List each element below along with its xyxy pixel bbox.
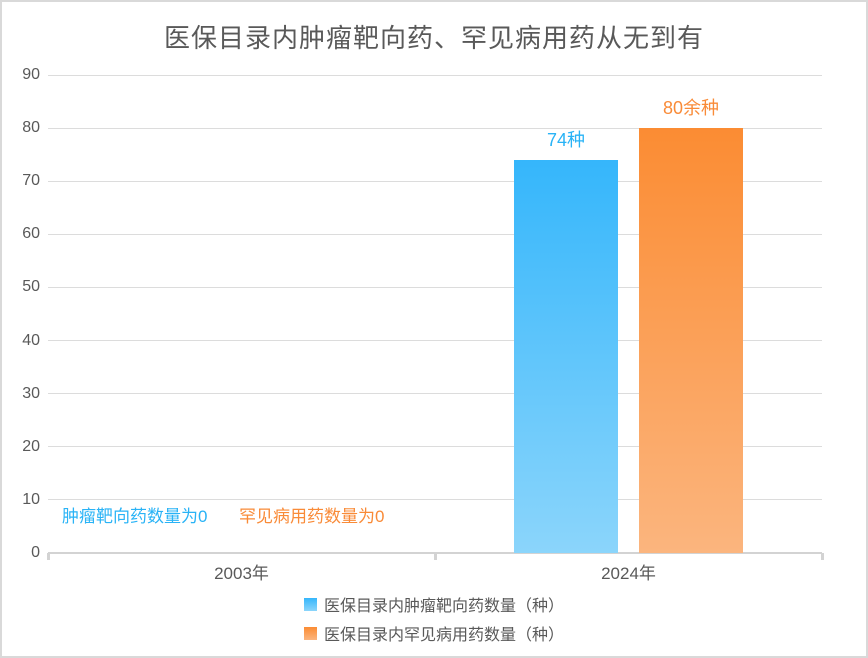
x-axis-tick [433,553,437,560]
gridline [48,286,822,288]
gridline [48,499,822,501]
zero-annotation-rare-disease: 罕见病用药数量为0 [239,507,385,526]
x-axis-tick [820,553,824,560]
gridline [48,127,822,129]
bar-value-label-rare-disease: 80余种 [662,98,720,119]
y-tick-label: 50 [22,278,40,296]
legend-item-tumor-targeted: 医保目录内肿瘤靶向药数量（种） [303,592,564,616]
bar-rare-disease-drugs [639,128,743,553]
y-tick-label: 90 [22,66,40,83]
zero-annotation-tumor-targeted: 肿瘤靶向药数量为0 [62,507,208,526]
gridline [48,233,822,235]
y-tick-label: 30 [22,384,40,402]
legend-item-rare-disease: 医保目录内罕见病用药数量（种） [303,621,564,645]
y-tick-label: 10 [22,490,40,508]
y-tick-label: 70 [22,172,40,190]
gridline [48,446,822,448]
y-tick-label: 40 [22,331,40,349]
gridline [48,180,822,182]
legend-swatch-blue-icon [303,597,317,611]
gridline [48,340,822,342]
legend-label-rare-disease: 医保目录内罕见病用药数量（种） [323,627,564,644]
y-tick-label: 60 [22,225,40,243]
gridline [48,393,822,395]
chart-title: 医保目录内肿瘤靶向药、罕见病用药从无到有 [163,23,704,53]
x-axis-label-2003: 2003年 [214,564,269,583]
y-tick-label: 20 [22,437,40,455]
y-tick-label: 80 [22,119,40,137]
bar-tumor-targeted-drugs [514,159,618,553]
plot-area: 74种 80余种 肿瘤靶向药数量为0 罕见病用药数量为0 [48,74,822,554]
y-tick-label: 0 [31,544,40,561]
legend-label-tumor-targeted: 医保目录内肿瘤靶向药数量（种） [323,598,564,615]
legend-swatch-orange-icon [303,626,317,640]
gridline [48,74,822,76]
x-axis-tick [46,553,50,560]
legend: 医保目录内肿瘤靶向药数量（种） 医保目录内罕见病用药数量（种） [2,592,866,645]
x-axis-label-2024: 2024年 [601,564,656,583]
bar-value-label-tumor-targeted: 74种 [546,129,586,150]
